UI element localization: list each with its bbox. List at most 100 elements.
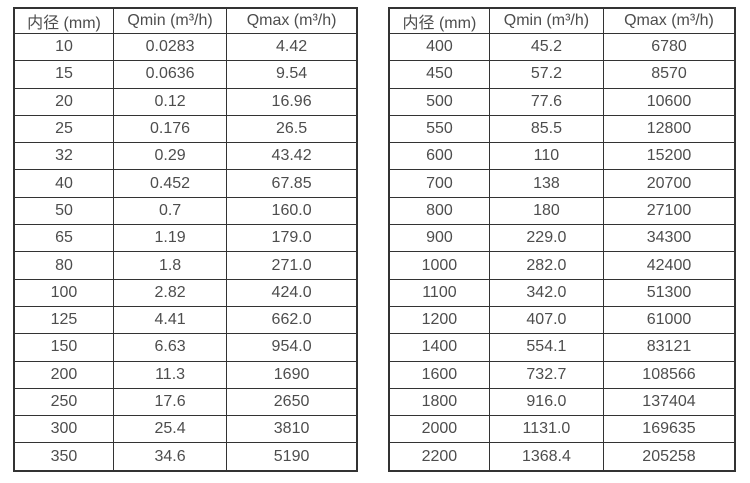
table-cell: 26.5 [226, 114, 358, 144]
header-qmax: Qmax (m³/h) [603, 7, 736, 34]
table-row: 350 34.6 5190 [13, 442, 358, 472]
table-cell: 8570 [603, 60, 736, 89]
table-cell: 0.7 [112, 196, 228, 226]
table-cell: 34.6 [112, 442, 228, 472]
table-cell: 0.29 [112, 142, 228, 171]
table-cell: 125 [13, 305, 114, 335]
table-body: 10 0.0283 4.42 15 0.0636 9.54 20 0.12 16.96 25 0.1… [13, 32, 358, 472]
table-cell: 61000 [603, 305, 736, 335]
table-cell: 1690 [226, 360, 358, 389]
table-body: 400 45.2 6780 450 57.2 8570 500 77.6 10600 550 85.… [388, 32, 736, 472]
table-row: 25 0.176 26.5 [13, 114, 358, 144]
table-cell: 179.0 [226, 224, 358, 253]
table-cell: 100 [13, 278, 114, 307]
table-cell: 600 [388, 142, 490, 171]
table-cell: 282.0 [488, 251, 605, 280]
table-row: 1800 916.0 137404 [388, 387, 736, 417]
table-cell: 732.7 [488, 360, 605, 389]
table-cell: 6780 [603, 32, 736, 62]
table-row: 40 0.452 67.85 [13, 169, 358, 198]
table-cell: 0.0283 [112, 32, 228, 62]
table-cell: 662.0 [226, 305, 358, 335]
table-cell: 34300 [603, 224, 736, 253]
table-row: 1000 282.0 42400 [388, 251, 736, 280]
table-cell: 17.6 [112, 387, 228, 417]
table-cell: 160.0 [226, 196, 358, 226]
table-cell: 205258 [603, 442, 736, 472]
table-cell: 25.4 [112, 415, 228, 444]
table-cell: 4.41 [112, 305, 228, 335]
header-inner-diameter: 内径 (mm) [388, 7, 490, 34]
table-row: 500 77.6 10600 [388, 87, 736, 116]
table-row: 1600 732.7 108566 [388, 360, 736, 389]
table-row: 32 0.29 43.42 [13, 142, 358, 171]
table-row: 1400 554.1 83121 [388, 333, 736, 362]
table-row: 900 229.0 34300 [388, 224, 736, 253]
table-cell: 65 [13, 224, 114, 253]
table-cell: 137404 [603, 387, 736, 417]
table-cell: 110 [488, 142, 605, 171]
table-cell: 27100 [603, 196, 736, 226]
table-cell: 1600 [388, 360, 490, 389]
table-cell: 700 [388, 169, 490, 198]
table-cell: 342.0 [488, 278, 605, 307]
table-cell: 15 [13, 60, 114, 89]
table-cell: 150 [13, 333, 114, 362]
table-cell: 10600 [603, 87, 736, 116]
table-cell: 51300 [603, 278, 736, 307]
table-cell: 2.82 [112, 278, 228, 307]
table-cell: 45.2 [488, 32, 605, 62]
table-cell: 80 [13, 251, 114, 280]
table-row: 15 0.0636 9.54 [13, 60, 358, 89]
table-row: 1200 407.0 61000 [388, 305, 736, 335]
table-cell: 1800 [388, 387, 490, 417]
table-cell: 916.0 [488, 387, 605, 417]
table-cell: 43.42 [226, 142, 358, 171]
table-row: 65 1.19 179.0 [13, 224, 358, 253]
table-row: 250 17.6 2650 [13, 387, 358, 417]
table-cell: 550 [388, 114, 490, 144]
table-row: 100 2.82 424.0 [13, 278, 358, 307]
small-diameter-flow-table: 内径 (mm) Qmin (m³/h) Qmax (m³/h) 10 0.0283… [13, 7, 358, 472]
table-row: 1100 342.0 51300 [388, 278, 736, 307]
header-qmax: Qmax (m³/h) [226, 7, 358, 34]
table-cell: 25 [13, 114, 114, 144]
header-qmin: Qmin (m³/h) [112, 7, 228, 34]
table-cell: 800 [388, 196, 490, 226]
table-cell: 50 [13, 196, 114, 226]
table-row: 800 180 27100 [388, 196, 736, 226]
header-qmin: Qmin (m³/h) [488, 7, 605, 34]
table-cell: 180 [488, 196, 605, 226]
table-cell: 32 [13, 142, 114, 171]
table-cell: 20700 [603, 169, 736, 198]
table-row: 300 25.4 3810 [13, 415, 358, 444]
table-cell: 2000 [388, 415, 490, 444]
table-cell: 200 [13, 360, 114, 389]
table-row: 150 6.63 954.0 [13, 333, 358, 362]
table-cell: 11.3 [112, 360, 228, 389]
table-cell: 3810 [226, 415, 358, 444]
table-cell: 40 [13, 169, 114, 198]
table-cell: 1100 [388, 278, 490, 307]
table-cell: 1368.4 [488, 442, 605, 472]
table-row: 200 11.3 1690 [13, 360, 358, 389]
table-cell: 169635 [603, 415, 736, 444]
table-cell: 67.85 [226, 169, 358, 198]
table-cell: 5190 [226, 442, 358, 472]
table-cell: 2650 [226, 387, 358, 417]
table-cell: 350 [13, 442, 114, 472]
table-cell: 1.19 [112, 224, 228, 253]
large-diameter-flow-table: 内径 (mm) Qmin (m³/h) Qmax (m³/h) 400 45.2 6… [388, 7, 736, 472]
table-cell: 0.176 [112, 114, 228, 144]
table-row: 450 57.2 8570 [388, 60, 736, 89]
table-row: 2000 1131.0 169635 [388, 415, 736, 444]
table-header-row: 内径 (mm) Qmin (m³/h) Qmax (m³/h) [388, 7, 736, 34]
table-cell: 400 [388, 32, 490, 62]
table-cell: 500 [388, 87, 490, 116]
table-cell: 1131.0 [488, 415, 605, 444]
table-cell: 0.452 [112, 169, 228, 198]
table-row: 600 110 15200 [388, 142, 736, 171]
table-cell: 83121 [603, 333, 736, 362]
header-inner-diameter: 内径 (mm) [13, 7, 114, 34]
table-cell: 85.5 [488, 114, 605, 144]
